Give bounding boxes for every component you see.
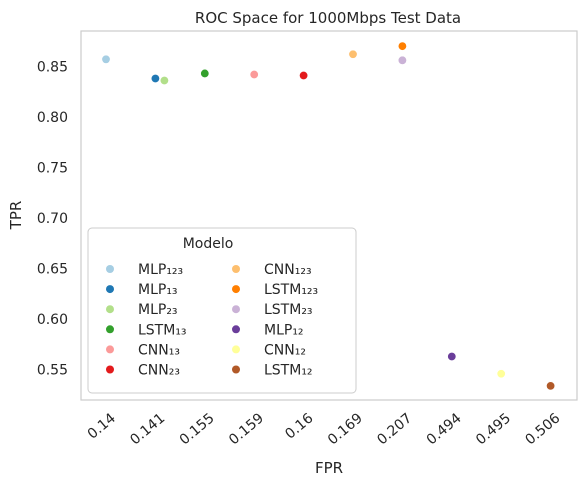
x-tick-label: 0.207 <box>374 410 415 448</box>
point-MLP₂₃ <box>159 76 169 86</box>
x-tick-label: 0.16 <box>282 410 316 442</box>
x-tick-label: 0.494 <box>424 410 465 448</box>
x-tick-label: 0.506 <box>522 410 563 448</box>
point-CNN₁₂ <box>496 369 506 379</box>
point-MLP₁₂₃ <box>101 54 111 64</box>
y-axis-label: TPR <box>7 201 25 231</box>
legend-label: LSTM₁₃ <box>138 322 187 338</box>
y-tick-label: 0.85 <box>37 59 68 75</box>
point-LSTM₁₃ <box>200 68 210 78</box>
point-MLP₁₃ <box>150 74 160 84</box>
legend-label: MLP₁₂ <box>264 322 304 338</box>
x-tick-label: 0.495 <box>473 410 514 448</box>
y-tick-label: 0.80 <box>37 110 68 126</box>
legend: Modelo MLP₁₂₃ MLP₁₃ MLP₂₃ LSTM₁₃ CNN₁₃ CNN₂₃ C… <box>87 227 357 394</box>
y-tick-label: 0.70 <box>37 211 68 227</box>
point-CNN₁₂₃ <box>348 49 358 59</box>
legend-marker <box>232 305 240 314</box>
legend-marker <box>232 285 240 294</box>
legend-marker <box>106 345 114 354</box>
legend-label: MLP₂₃ <box>138 302 178 318</box>
legend-title: Modelo <box>183 236 234 252</box>
legend-marker <box>106 265 114 273</box>
y-tick-label: 0.65 <box>37 262 68 278</box>
x-axis-label: FPR <box>315 459 343 477</box>
x-tick-label: 0.14 <box>85 410 119 442</box>
point-LSTM₁₂ <box>546 381 556 391</box>
legend-marker <box>106 305 114 314</box>
legend-frame <box>87 227 357 394</box>
legend-label: CNN₁₃ <box>138 342 180 358</box>
legend-marker <box>106 285 114 294</box>
x-tick-label: 0.141 <box>127 410 168 448</box>
point-CNN₁₃ <box>249 69 259 79</box>
legend-marker <box>106 365 114 374</box>
point-LSTM₂₃ <box>397 55 407 65</box>
y-tick-label: 0.55 <box>37 363 68 379</box>
legend-marker <box>232 345 240 354</box>
chart-title: ROC Space for 1000Mbps Test Data <box>195 9 461 27</box>
point-CNN₂₃ <box>299 70 309 80</box>
legend-label: CNN₁₂₃ <box>264 262 312 278</box>
legend-label: CNN₁₂ <box>264 342 306 358</box>
x-tick-label: 0.155 <box>177 410 218 448</box>
y-tick-label: 0.60 <box>37 312 68 328</box>
data-points <box>101 41 556 391</box>
legend-label: LSTM₂₃ <box>264 302 313 318</box>
legend-label: MLP₁₃ <box>138 282 178 298</box>
point-MLP₁₂ <box>447 352 457 362</box>
x-axis-ticks: 0.14 0.141 0.155 0.159 0.16 0.169 0.207 0.494 0.… <box>85 410 564 448</box>
legend-label: LSTM₁₂₃ <box>264 282 318 298</box>
legend-label: MLP₁₂₃ <box>138 262 183 278</box>
legend-marker <box>232 325 240 334</box>
legend-marker <box>106 325 114 334</box>
x-tick-label: 0.169 <box>325 410 366 448</box>
legend-label: CNN₂₃ <box>138 363 180 379</box>
x-tick-label: 0.159 <box>226 410 267 448</box>
y-tick-label: 0.75 <box>37 160 68 176</box>
point-LSTM₁₂₃ <box>397 41 407 51</box>
y-axis-ticks: 0.55 0.60 0.65 0.70 0.75 0.80 0.85 <box>37 59 68 378</box>
legend-marker <box>232 265 240 273</box>
legend-marker <box>232 365 240 374</box>
legend-label: LSTM₁₂ <box>264 363 313 379</box>
